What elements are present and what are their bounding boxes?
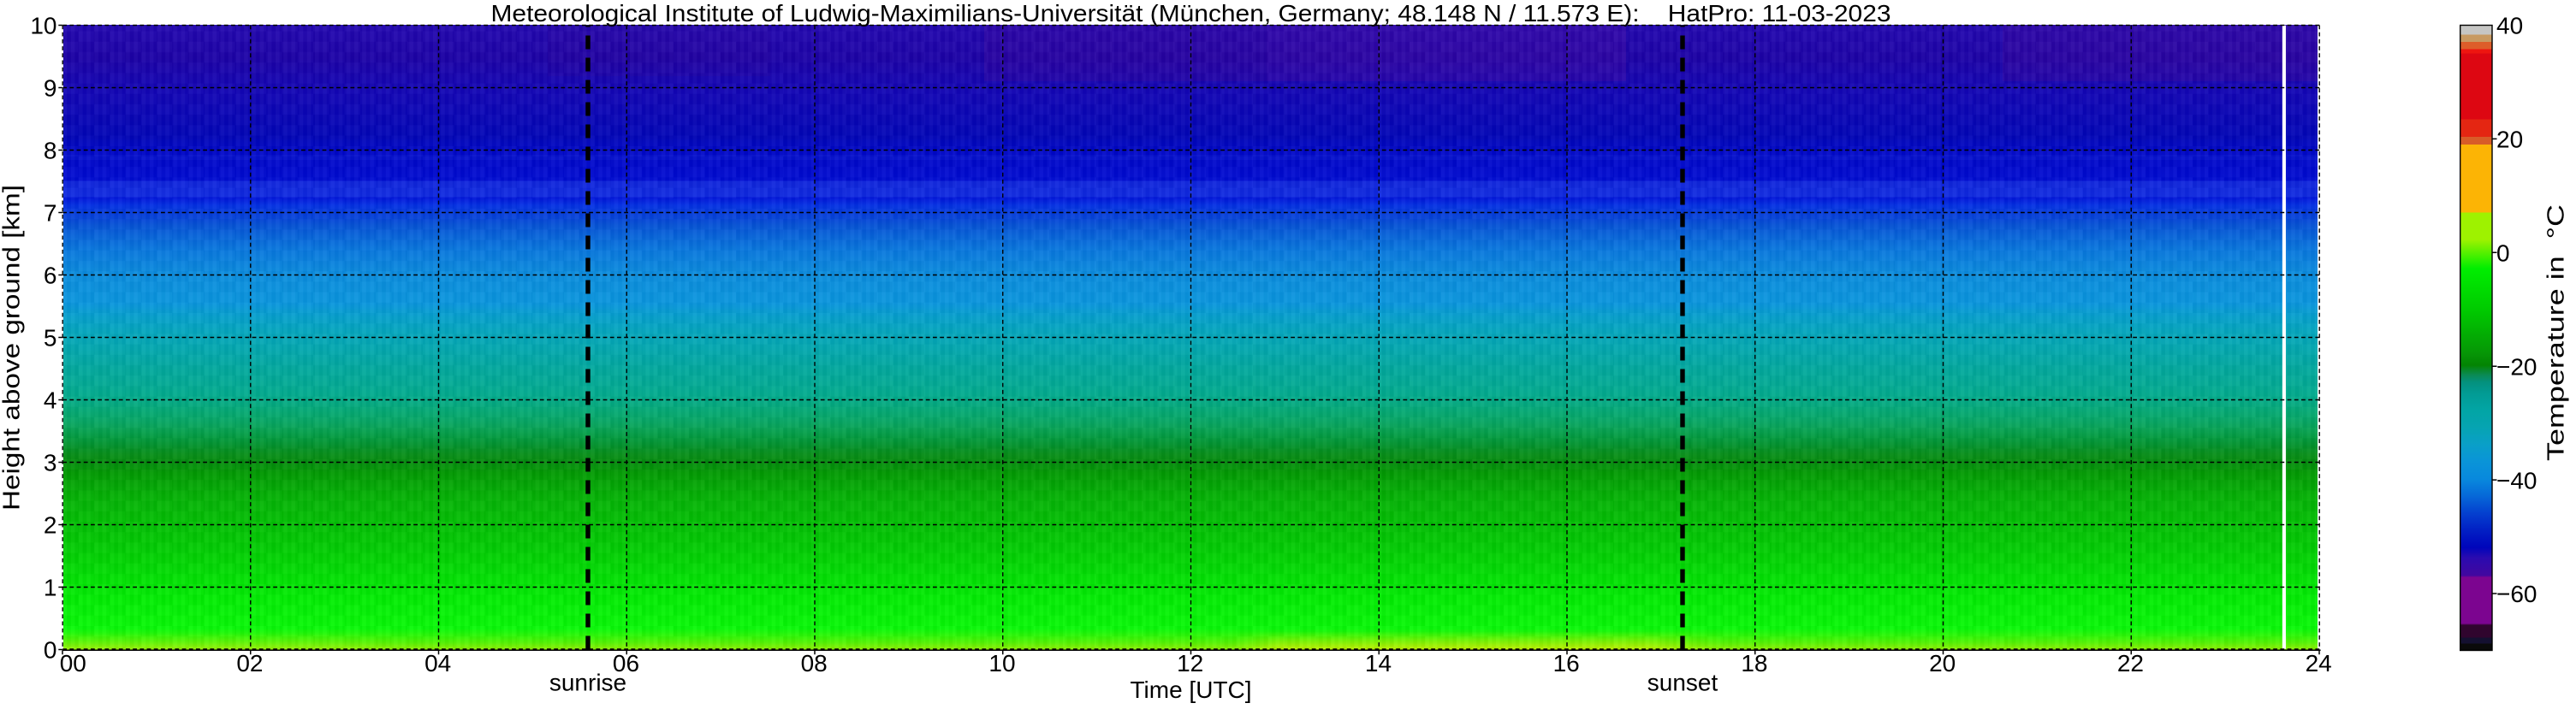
svg-text:12: 12 <box>1177 650 1203 677</box>
svg-text:20: 20 <box>2496 127 2523 153</box>
svg-text:−60: −60 <box>2496 581 2537 607</box>
svg-text:22: 22 <box>2117 650 2144 677</box>
svg-text:3: 3 <box>44 450 57 476</box>
svg-text:−20: −20 <box>2496 353 2537 380</box>
svg-text:Meteorological Institute of Lu: Meteorological Institute of Ludwig-Maxim… <box>491 0 1891 27</box>
svg-text:14: 14 <box>1365 650 1392 677</box>
svg-text:24: 24 <box>2306 650 2332 677</box>
svg-text:04: 04 <box>424 650 451 677</box>
svg-text:Temperature in °C: Temperature in °C <box>2543 204 2569 461</box>
svg-text:9: 9 <box>44 75 57 102</box>
svg-text:08: 08 <box>801 650 828 677</box>
svg-text:18: 18 <box>1741 650 1767 677</box>
svg-text:00: 00 <box>60 650 86 677</box>
svg-text:06: 06 <box>613 650 639 677</box>
svg-text:2: 2 <box>44 512 57 539</box>
svg-text:4: 4 <box>44 387 57 414</box>
svg-text:1: 1 <box>44 575 57 601</box>
svg-text:10: 10 <box>30 13 56 39</box>
svg-text:7: 7 <box>44 200 57 227</box>
svg-text:0: 0 <box>2496 240 2510 267</box>
svg-text:sunrise: sunrise <box>549 670 626 696</box>
svg-text:0: 0 <box>44 637 57 664</box>
svg-text:16: 16 <box>1553 650 1580 677</box>
svg-text:20: 20 <box>1929 650 1956 677</box>
svg-text:−40: −40 <box>2496 467 2537 493</box>
svg-text:6: 6 <box>44 263 57 289</box>
svg-text:10: 10 <box>988 650 1015 677</box>
svg-text:sunset: sunset <box>1647 670 1718 696</box>
svg-text:Height above ground [km]: Height above ground [km] <box>0 185 25 511</box>
svg-text:5: 5 <box>44 325 57 352</box>
svg-text:40: 40 <box>2496 13 2523 39</box>
svg-text:Time [UTC]: Time [UTC] <box>1130 677 1251 703</box>
svg-text:02: 02 <box>236 650 263 677</box>
svg-text:8: 8 <box>44 138 57 164</box>
